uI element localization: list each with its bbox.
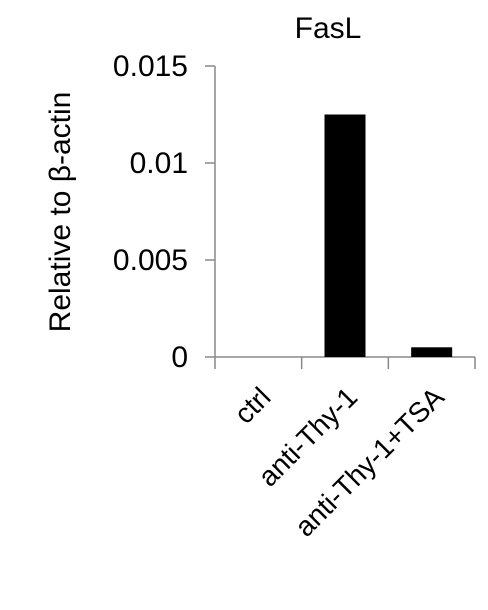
bars (324, 114, 453, 357)
chart-title: FasL (295, 12, 362, 45)
x-tick-label: ctrl (228, 381, 276, 429)
x-tick-label: anti-Thy-1+TSA (289, 381, 450, 542)
y-tick-label: 0 (171, 341, 188, 374)
y-tick-labels: 0 0.005 0.01 0.015 (113, 50, 188, 374)
y-tick-label: 0.005 (113, 244, 188, 277)
bar-anti-thy-1-tsa (411, 347, 453, 357)
bar-anti-thy-1 (324, 114, 366, 357)
y-tick-label: 0.015 (113, 50, 188, 83)
y-tick-label: 0.01 (130, 147, 188, 180)
y-axis-label: Relative to β-actin (44, 92, 77, 333)
